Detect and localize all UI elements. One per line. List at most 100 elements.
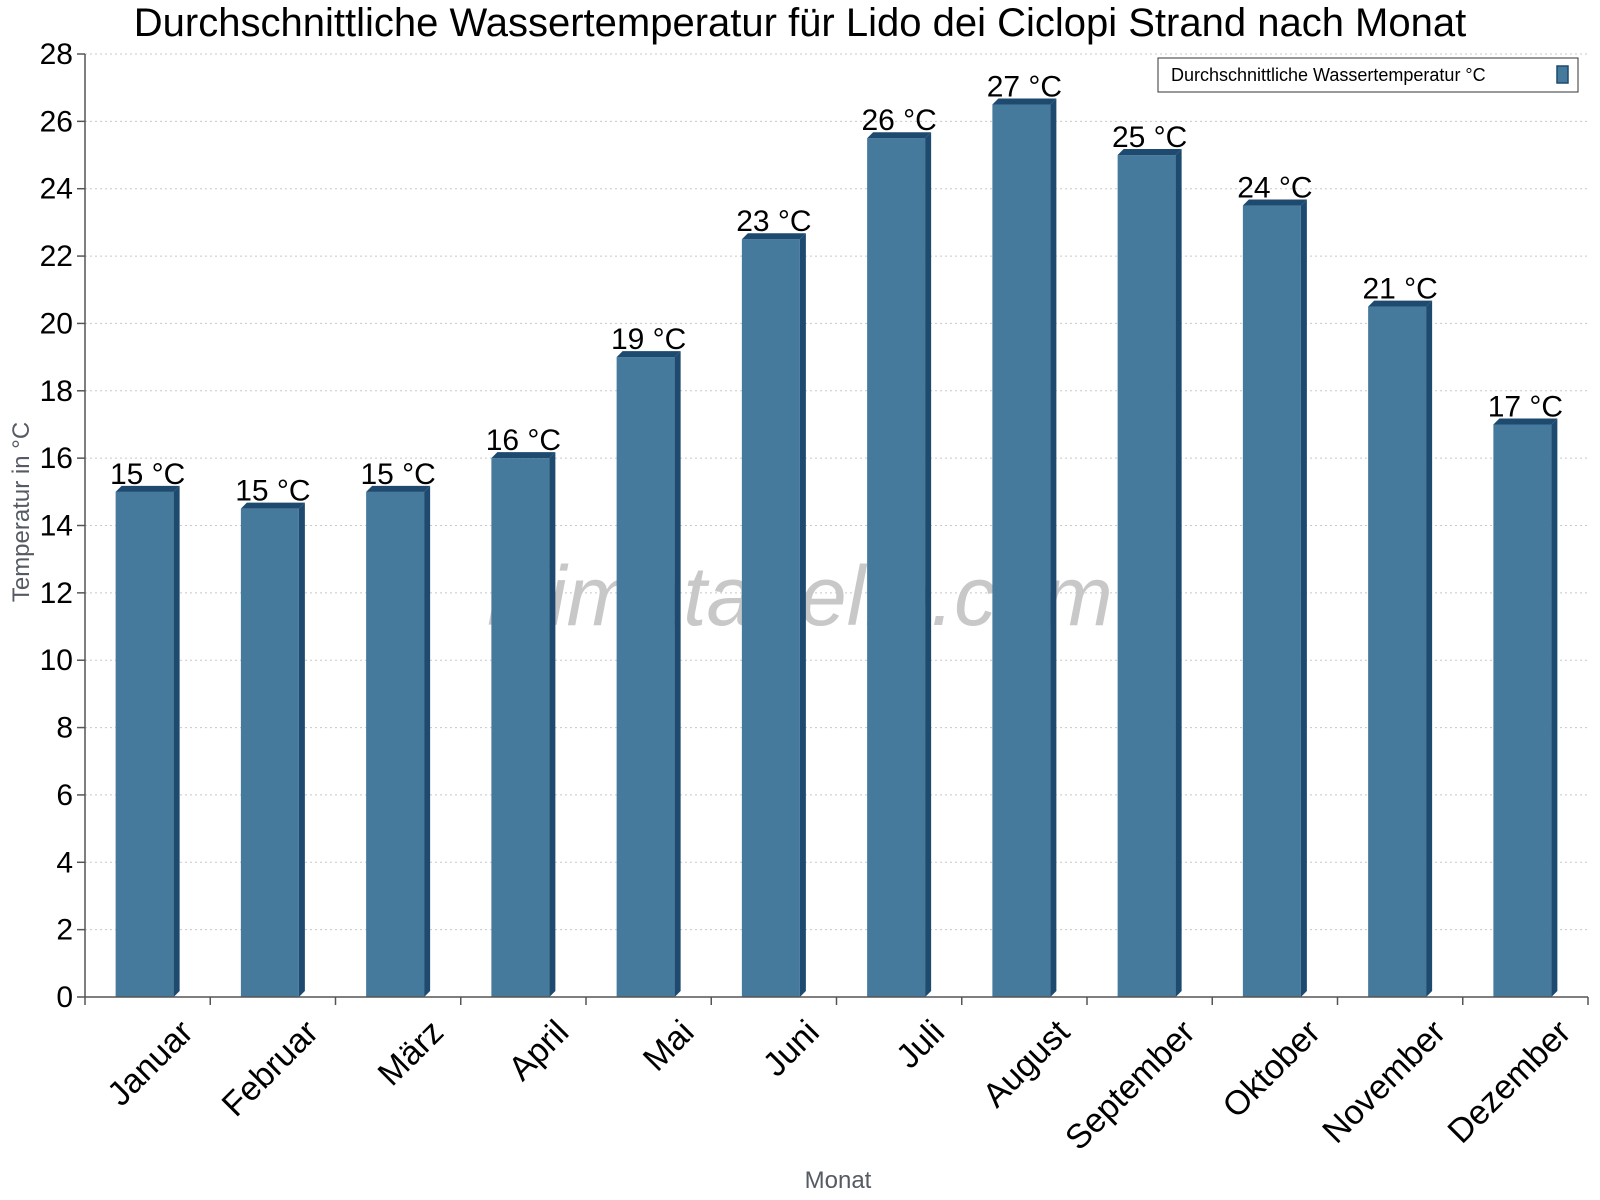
y-tick-label: 28 xyxy=(40,38,73,71)
bar xyxy=(992,98,1057,997)
x-tick-label: September xyxy=(1058,1013,1202,1157)
data-label: 27 °C xyxy=(987,71,1062,104)
bar-side xyxy=(799,233,806,997)
bar-top xyxy=(115,485,180,492)
bar-side xyxy=(1426,300,1433,997)
bar-top xyxy=(1117,149,1182,156)
x-tick-labels: Januar Februar März April Mai Juni Juli AugustS… xyxy=(100,1013,1578,1158)
bar-face xyxy=(115,491,174,997)
x-tick-label: Januar xyxy=(100,1013,200,1113)
bar-face xyxy=(1242,205,1301,997)
x-tick-label: Juli xyxy=(889,1013,952,1076)
y-tick-label: 6 xyxy=(56,779,73,812)
bar-top xyxy=(867,132,932,139)
grid xyxy=(85,53,1588,931)
bar xyxy=(240,502,305,997)
bar-top xyxy=(491,452,556,459)
bar xyxy=(366,485,431,997)
data-label: 19 °C xyxy=(611,323,686,356)
x-tick-label: Mai xyxy=(636,1013,702,1079)
x-tick-label: November xyxy=(1315,1013,1453,1151)
bar-top xyxy=(616,351,681,358)
y-tick-label: 2 xyxy=(56,914,73,947)
bar-side xyxy=(1050,98,1057,997)
y-tick-label: 24 xyxy=(40,173,73,206)
bar-top xyxy=(240,502,305,509)
bar xyxy=(741,233,806,997)
bar-face xyxy=(741,239,800,997)
bar xyxy=(1368,300,1433,997)
data-label: 17 °C xyxy=(1488,390,1563,423)
data-label: 15 °C xyxy=(360,458,435,491)
data-label: 24 °C xyxy=(1237,172,1312,205)
bar-top xyxy=(741,233,806,240)
bar-face xyxy=(1368,306,1427,997)
bar xyxy=(1242,199,1307,997)
legend-swatch xyxy=(1556,65,1569,84)
y-axis-label: Temperatur in °C xyxy=(8,422,35,602)
y-tick-label: 26 xyxy=(40,105,73,138)
y-tick-label: 4 xyxy=(56,846,73,879)
bar-face xyxy=(240,508,299,997)
bar xyxy=(867,132,932,998)
bar xyxy=(1493,418,1558,997)
bar-side xyxy=(1300,199,1307,997)
legend-label: Durchschnittliche Wassertemperatur °C xyxy=(1171,65,1486,85)
bar-side xyxy=(1551,418,1558,997)
bar-face xyxy=(616,357,675,997)
bar-top xyxy=(1493,418,1558,425)
bar-side xyxy=(925,132,932,998)
y-tick-label: 22 xyxy=(40,240,73,273)
y-tick-label: 10 xyxy=(40,644,73,677)
y-tick-label: 14 xyxy=(40,510,73,543)
bar-face xyxy=(491,458,550,998)
bar xyxy=(115,485,180,997)
bar-face xyxy=(366,491,425,997)
bar-face xyxy=(867,138,926,998)
x-tick-label: März xyxy=(371,1013,451,1093)
bar-side xyxy=(424,485,431,997)
y-tick-label: 16 xyxy=(40,442,73,475)
y-tick-label: 18 xyxy=(40,375,73,408)
data-label: 25 °C xyxy=(1112,121,1187,154)
x-tick-label: Juni xyxy=(756,1013,827,1084)
y-tick-label: 20 xyxy=(40,307,73,340)
y-tick-label: 8 xyxy=(56,712,73,745)
axes xyxy=(77,53,1589,1005)
y-tick-label: 0 xyxy=(56,981,73,1014)
x-tick-label: Oktober xyxy=(1215,1013,1327,1125)
data-labels: 15 °C 15 °C 15 °C 16 °C 19 °C 23 °C 26 °C 27 °C… xyxy=(110,71,1563,508)
chart-title: Durchschnittliche Wassertemperatur für L… xyxy=(134,1,1466,45)
bar-side xyxy=(173,485,180,997)
x-tick-label: August xyxy=(976,1013,1078,1115)
bar-side xyxy=(549,452,556,998)
bar-face xyxy=(1493,424,1552,997)
data-label: 15 °C xyxy=(235,475,310,508)
data-label: 15 °C xyxy=(110,458,185,491)
data-label: 16 °C xyxy=(486,424,561,457)
bar-side xyxy=(674,351,681,997)
bar-side xyxy=(298,502,305,997)
bar-side xyxy=(1175,149,1182,998)
data-label: 23 °C xyxy=(736,205,811,238)
bar xyxy=(616,351,681,997)
x-tick-label: Februar xyxy=(215,1013,326,1124)
data-label: 21 °C xyxy=(1362,273,1437,306)
legend: Durchschnittliche Wassertemperatur °C xyxy=(1157,57,1579,93)
bar xyxy=(1117,149,1182,998)
bar-top xyxy=(1242,199,1307,206)
x-tick-label: Dezember xyxy=(1440,1013,1578,1151)
bar-top xyxy=(1368,300,1433,307)
bar-face xyxy=(1117,155,1176,998)
bar-top xyxy=(992,98,1057,105)
bar xyxy=(491,452,556,998)
bars xyxy=(115,98,1558,998)
bar-top xyxy=(366,485,431,492)
x-axis-label: Monat xyxy=(805,1167,872,1194)
bar-face xyxy=(992,104,1051,997)
legend-box xyxy=(1157,57,1579,93)
data-label: 26 °C xyxy=(861,104,936,137)
y-tick-label: 12 xyxy=(40,577,73,610)
